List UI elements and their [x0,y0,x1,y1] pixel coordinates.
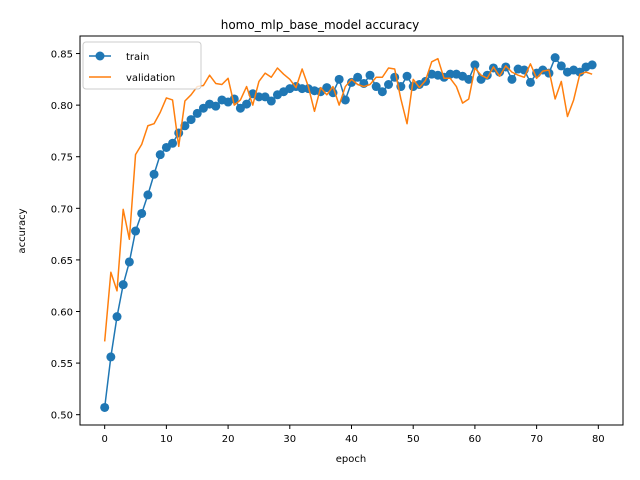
data-point-train [149,169,159,179]
data-point-train [390,72,400,82]
x-tick-label: 20 [222,434,235,445]
chart-title: homo_mlp_base_model accuracy [221,18,420,32]
series-line-train [103,56,593,408]
y-tick-label: 0.55 [51,359,73,370]
x-tick-label: 10 [160,434,173,445]
plot-frame [79,35,624,426]
data-point-train [174,128,184,138]
data-point-train [495,67,505,77]
data-point-train [445,69,455,79]
data-point-train [377,87,387,97]
data-point-train [192,108,202,118]
legend-box [82,41,202,90]
legend-train-label: train [126,52,149,63]
y-tick-label: 0.80 [51,101,73,112]
y-tick-label: 0.70 [51,204,73,215]
legend: train validation [82,41,202,90]
data-point-train [168,138,178,148]
y-tick-label: 0.75 [51,153,73,164]
x-tick-label: 30 [283,434,296,445]
data-point-train [118,280,128,290]
x-tick-label: 80 [592,434,605,445]
data-point-train [507,74,517,84]
data-point-train [124,257,134,267]
data-point-train [211,101,221,111]
x-tick-label: 40 [345,434,358,445]
series-line-validation [103,57,593,342]
y-tick-label: 0.50 [51,411,73,422]
data-point-train [112,312,122,322]
x-axis-label: epoch [336,454,366,465]
data-point-train [106,352,116,362]
data-point-train [340,95,350,105]
data-point-train [137,208,147,218]
data-point-train [556,61,566,71]
x-tick-label: 70 [530,434,543,445]
data-point-train [365,70,375,80]
data-point-train [242,99,252,109]
data-point-train [334,74,344,84]
data-point-train [550,53,560,63]
data-point-train [100,402,110,412]
data-point-train [525,77,535,87]
data-point-train [155,150,165,160]
x-tick-label: 50 [407,434,420,445]
data-point-train [353,72,363,82]
y-tick-label: 0.60 [51,307,73,318]
y-tick-label: 0.65 [51,256,73,267]
y-tick-label: 0.85 [51,50,73,61]
data-point-train [186,115,196,125]
x-tick-label: 60 [469,434,482,445]
data-point-train [143,190,153,200]
data-point-train [384,80,394,89]
data-point-train [371,82,381,92]
data-point-train [575,67,585,77]
data-point-train [180,121,190,131]
data-point-train [464,74,474,84]
data-point-train [254,92,264,102]
legend-validation-label: validation [126,73,175,84]
data-point-train [266,96,276,106]
data-point-train [402,71,412,81]
data-point-train [470,60,480,70]
data-point-train [587,60,597,70]
x-tick-label: 0 [101,434,107,445]
series-layer [100,53,597,412]
data-point-train [347,77,356,87]
legend-train-marker [95,51,105,61]
data-point-train [322,83,332,93]
x-axis: 0 10 20 30 40 50 60 70 80 [101,425,605,445]
y-axis-label: accuracy [17,208,28,253]
data-point-train [131,226,141,236]
y-axis: 0.50 0.55 0.60 0.65 0.70 0.75 0.80 0.85 [51,50,80,422]
data-point-train [297,84,307,94]
